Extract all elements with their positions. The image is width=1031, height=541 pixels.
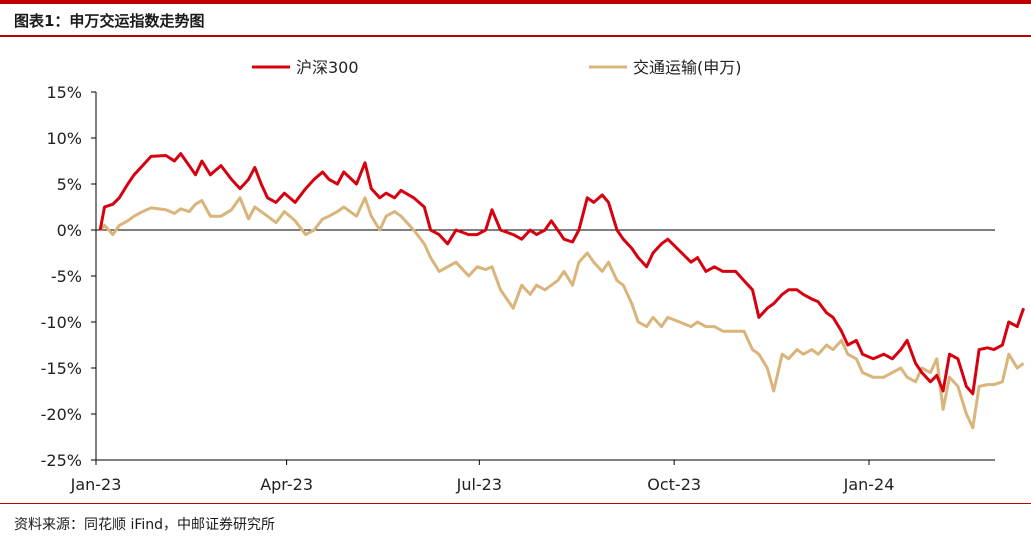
y-tick-label: -25% (41, 451, 82, 470)
y-axis: 15% 10% 5% 0% -5% -10% -15% -20% -25% (41, 83, 97, 470)
x-tick-label: Jan-24 (843, 475, 895, 494)
top-accent-line (0, 0, 1031, 4)
y-tick-label: 0% (57, 221, 82, 240)
x-tick-label: Jul-23 (456, 475, 502, 494)
x-axis: Jan-23 Apr-23 Jul-23 Oct-23 Jan-24 (70, 459, 995, 494)
x-tick-label: Oct-23 (647, 475, 701, 494)
y-tick-label: 5% (57, 175, 82, 194)
x-tick-label: Jan-23 (70, 475, 122, 494)
y-tick-label: -20% (41, 405, 82, 424)
figure-title: 图表1：申万交运指数走势图 (14, 12, 205, 30)
legend-label: 沪深300 (296, 58, 359, 77)
bottom-divider (0, 503, 1031, 504)
series-line-transport (99, 196, 1025, 430)
source-note: 资料来源：同花顺 iFind，中邮证券研究所 (14, 517, 276, 533)
legend-label: 交通运输(申万) (633, 58, 742, 77)
plot-area (96, 152, 1026, 430)
chart-legend: 沪深300 交通运输(申万) (252, 58, 742, 77)
y-tick-label: 10% (46, 129, 82, 148)
y-tick-label: -5% (51, 267, 82, 286)
title-divider (0, 35, 1031, 37)
y-tick-label: 15% (46, 83, 82, 102)
y-tick-label: -15% (41, 359, 82, 378)
line-chart: 沪深300 交通运输(申万) 15% 10% 5% 0% -5% -10% -15% -20% -… (41, 58, 1026, 494)
y-tick-label: -10% (41, 313, 82, 332)
x-tick-label: Apr-23 (260, 475, 313, 494)
series-line-hs300 (98, 152, 1026, 396)
